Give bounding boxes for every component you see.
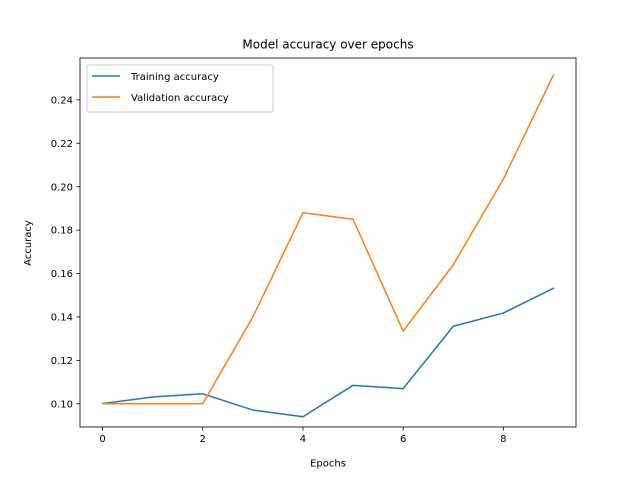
legend-box bbox=[86, 64, 274, 113]
y-tick-label-7: 0.24 bbox=[51, 95, 73, 106]
x-tick-label-4: 8 bbox=[500, 434, 506, 445]
y-tick-label-0: 0.10 bbox=[51, 399, 73, 410]
y-tick-label-5: 0.20 bbox=[51, 182, 73, 193]
y-axis-label: Accuracy bbox=[23, 220, 34, 266]
y-axis: 0.10 0.12 0.14 0.16 0.18 0.20 0.22 0.24 bbox=[51, 95, 80, 410]
x-axis-label: Epochs bbox=[310, 459, 346, 470]
plot-frame bbox=[79, 57, 577, 428]
legend-entry-1: Validation accuracy bbox=[131, 93, 229, 104]
y-tick-label-6: 0.22 bbox=[51, 139, 73, 150]
series-line-1 bbox=[101, 73, 555, 405]
y-tick-label-1: 0.12 bbox=[51, 356, 73, 367]
series-line-0 bbox=[101, 287, 555, 418]
y-tick-label-2: 0.14 bbox=[51, 313, 73, 324]
y-tick-label-3: 0.16 bbox=[51, 269, 73, 280]
legend: Training accuracy Validation accuracy bbox=[86, 64, 274, 113]
x-tick-label-0: 0 bbox=[99, 434, 105, 445]
legend-entry-0: Training accuracy bbox=[130, 72, 219, 83]
x-tick-label-1: 2 bbox=[200, 434, 206, 445]
x-axis: 0 2 4 6 8 bbox=[99, 427, 507, 445]
x-tick-label-2: 4 bbox=[300, 434, 306, 445]
x-tick-label-3: 6 bbox=[400, 434, 406, 445]
chart-title: Model accuracy over epochs bbox=[242, 38, 413, 52]
plot-area bbox=[79, 57, 577, 428]
y-tick-label-4: 0.18 bbox=[51, 226, 73, 237]
